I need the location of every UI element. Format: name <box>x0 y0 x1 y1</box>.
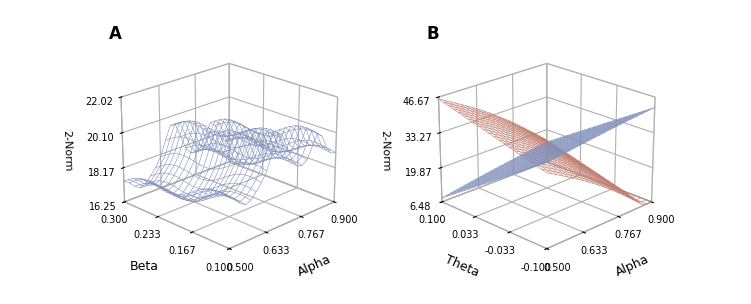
X-axis label: Alpha: Alpha <box>614 253 651 279</box>
X-axis label: Alpha: Alpha <box>296 253 333 279</box>
Y-axis label: Beta: Beta <box>129 260 158 273</box>
Text: A: A <box>109 25 122 43</box>
Y-axis label: Theta: Theta <box>442 253 481 279</box>
Text: B: B <box>427 25 439 43</box>
